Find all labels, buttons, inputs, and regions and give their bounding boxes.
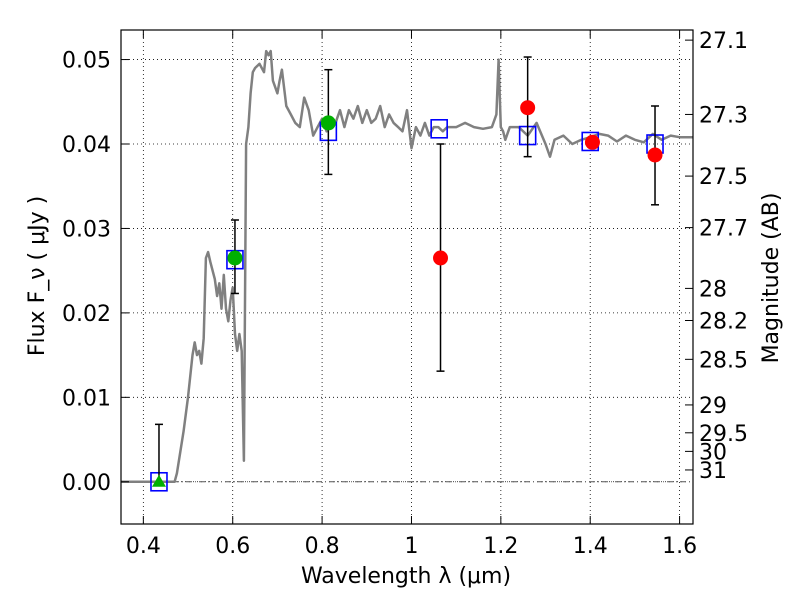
plot-frame [120,29,694,525]
y-tick-label: 0.05 [62,49,111,74]
x-axis-title: Wavelength λ (μm) [301,564,511,589]
circle-marker [520,100,536,116]
x-tick-label: 1.6 [662,534,697,559]
mag-tick-label: 31 [699,459,727,484]
circle-marker [320,115,336,131]
mag-tick-label: 30 [699,440,727,465]
x-tick-label: 1.2 [483,534,518,559]
y-tick-label: 0.03 [62,217,111,242]
mag-tick-label: 27.7 [699,217,748,242]
ticks-layer: 0.4 0.6 0.8 1 1.2 1.4 1.6 0.00 0.01 0.02 0.03 0.04 0… [62,29,748,559]
y-tick-label: 0.01 [62,386,111,411]
y2-axis-title: Magnitude (AB) [759,193,784,364]
triangle-marker [151,474,166,487]
circle-marker [433,250,449,266]
points-layer [150,56,664,492]
x-tick-label: 1.4 [573,534,608,559]
template-sed-layer [121,49,693,484]
x-tick-label: 0.8 [305,534,340,559]
mag-tick-label: 29.5 [699,422,748,447]
grid-layer [121,30,693,524]
template-sed-line [121,49,693,484]
open-square-marker [430,119,448,139]
mag-tick-label: 28.2 [699,309,748,334]
x-tick-label: 1 [404,534,418,559]
mag-tick-label: 27.3 [699,103,748,128]
y-tick-label: 0.04 [62,133,111,158]
axes-layer [120,29,694,525]
circle-marker [584,134,600,150]
y-tick-label: 0.00 [62,471,111,496]
mag-tick-label: 27.1 [699,29,748,54]
mag-tick-label: 29 [699,394,727,419]
mag-tick-label: 27.5 [699,165,748,190]
y-axis-title: Flux F_ν ( μJy ) [25,196,50,356]
y-tick-label: 0.02 [62,302,111,327]
circle-marker [227,250,243,266]
circle-marker [647,147,663,163]
x-tick-label: 0.6 [215,534,250,559]
mag-tick-label: 28 [699,277,727,302]
x-tick-label: 0.4 [126,534,161,559]
mag-tick-label: 28.5 [699,348,748,373]
